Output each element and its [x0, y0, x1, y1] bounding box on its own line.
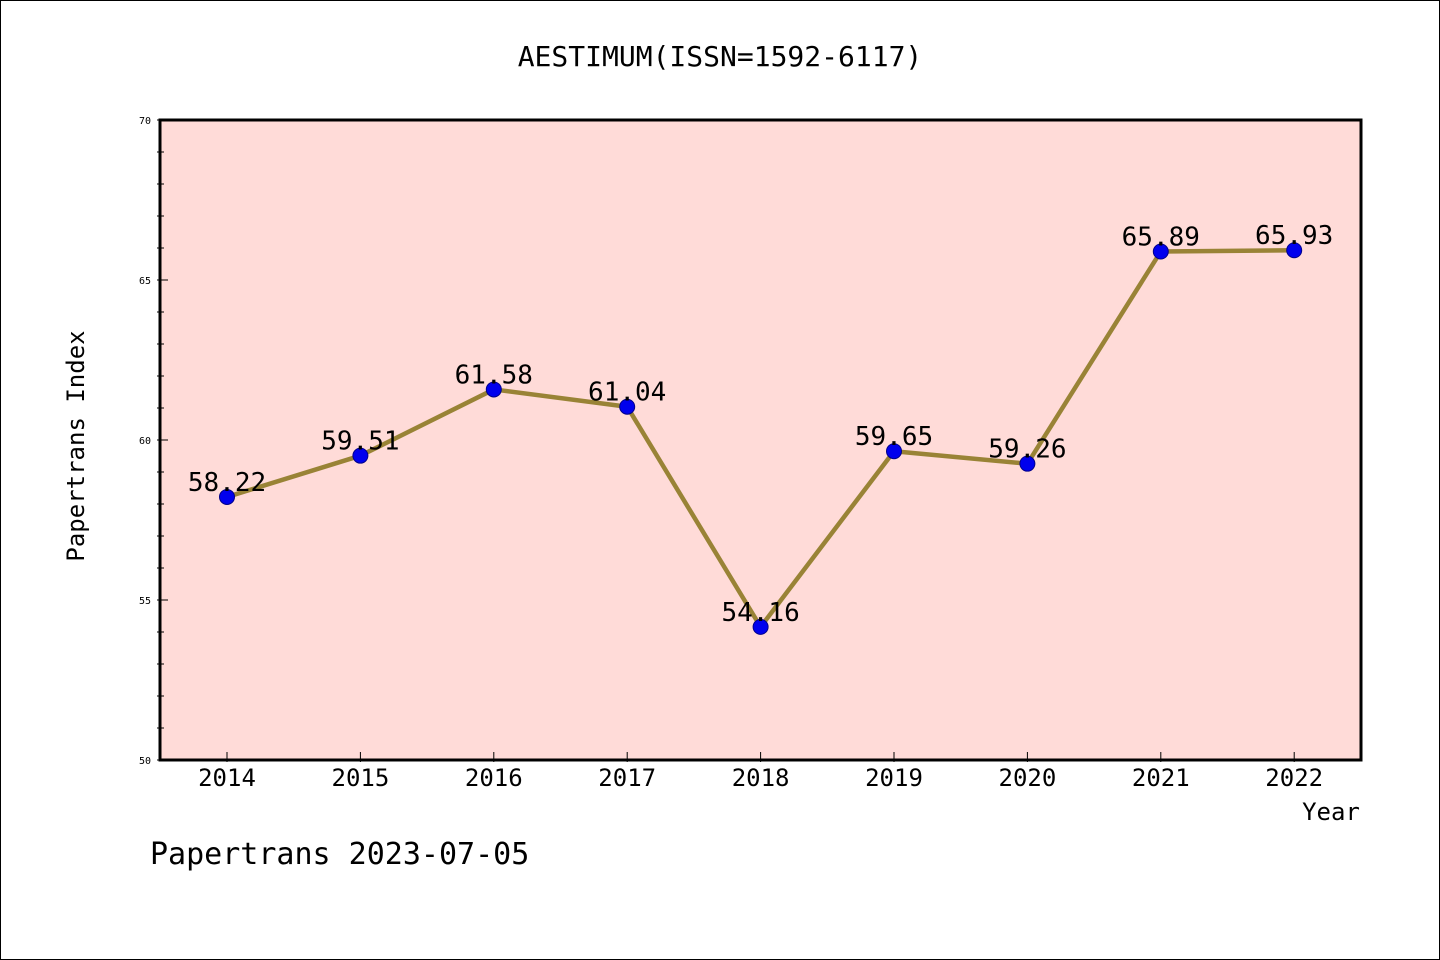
data-point — [219, 488, 235, 505]
y-tick-label: 70 — [139, 116, 151, 127]
data-label: 54.16 — [721, 598, 799, 628]
x-tick-label: 2021 — [1132, 764, 1190, 792]
x-tick-label: 2020 — [999, 764, 1057, 792]
data-point — [619, 398, 636, 415]
x-tick-label: 2016 — [465, 764, 523, 792]
data-point — [1286, 242, 1303, 259]
chart-title: AESTIMUM(ISSN=1592-6117) — [518, 40, 923, 73]
data-label: 65.89 — [1122, 223, 1200, 253]
data-label: 58.22 — [188, 468, 266, 498]
data-label: 61.04 — [588, 378, 666, 408]
y-tick-label: 60 — [139, 436, 151, 447]
x-tick-label: 2018 — [732, 764, 790, 792]
series-markers — [219, 242, 1303, 635]
y-tick-label: 50 — [139, 756, 151, 767]
x-tick-label: 2014 — [198, 764, 256, 792]
data-point — [485, 381, 502, 398]
data-label: 59.51 — [321, 427, 399, 457]
plot-border — [158, 118, 1363, 762]
y-tick-label: 55 — [139, 596, 151, 607]
footer-text: Papertrans 2023-07-05 — [150, 837, 529, 872]
y-tick-label: 65 — [139, 276, 151, 287]
x-tick-label: 2019 — [865, 764, 923, 792]
x-axis-label: Year — [1302, 798, 1360, 826]
data-point — [752, 618, 769, 635]
data-point — [886, 443, 902, 460]
x-axis-ticks: 2014 2015 2016 2017 2018 2019 2020 2021 2022 — [198, 752, 1323, 792]
data-labels: 58.22 59.51 61.58 61.04 54.16 59.65 59.26 65.89… — [188, 221, 1333, 628]
data-label: 59.65 — [855, 422, 933, 452]
plot-area — [160, 120, 1361, 760]
data-label: 65.93 — [1255, 221, 1333, 251]
data-point — [1152, 243, 1169, 260]
data-label: 61.58 — [455, 360, 533, 390]
data-label: 59.26 — [988, 435, 1066, 465]
y-axis-label: Papertrans Index — [62, 330, 90, 561]
x-tick-label: 2017 — [598, 764, 656, 792]
x-tick-label: 2015 — [332, 764, 390, 792]
data-point — [1019, 455, 1036, 472]
x-tick-label: 2022 — [1265, 764, 1323, 792]
data-point — [352, 447, 369, 464]
